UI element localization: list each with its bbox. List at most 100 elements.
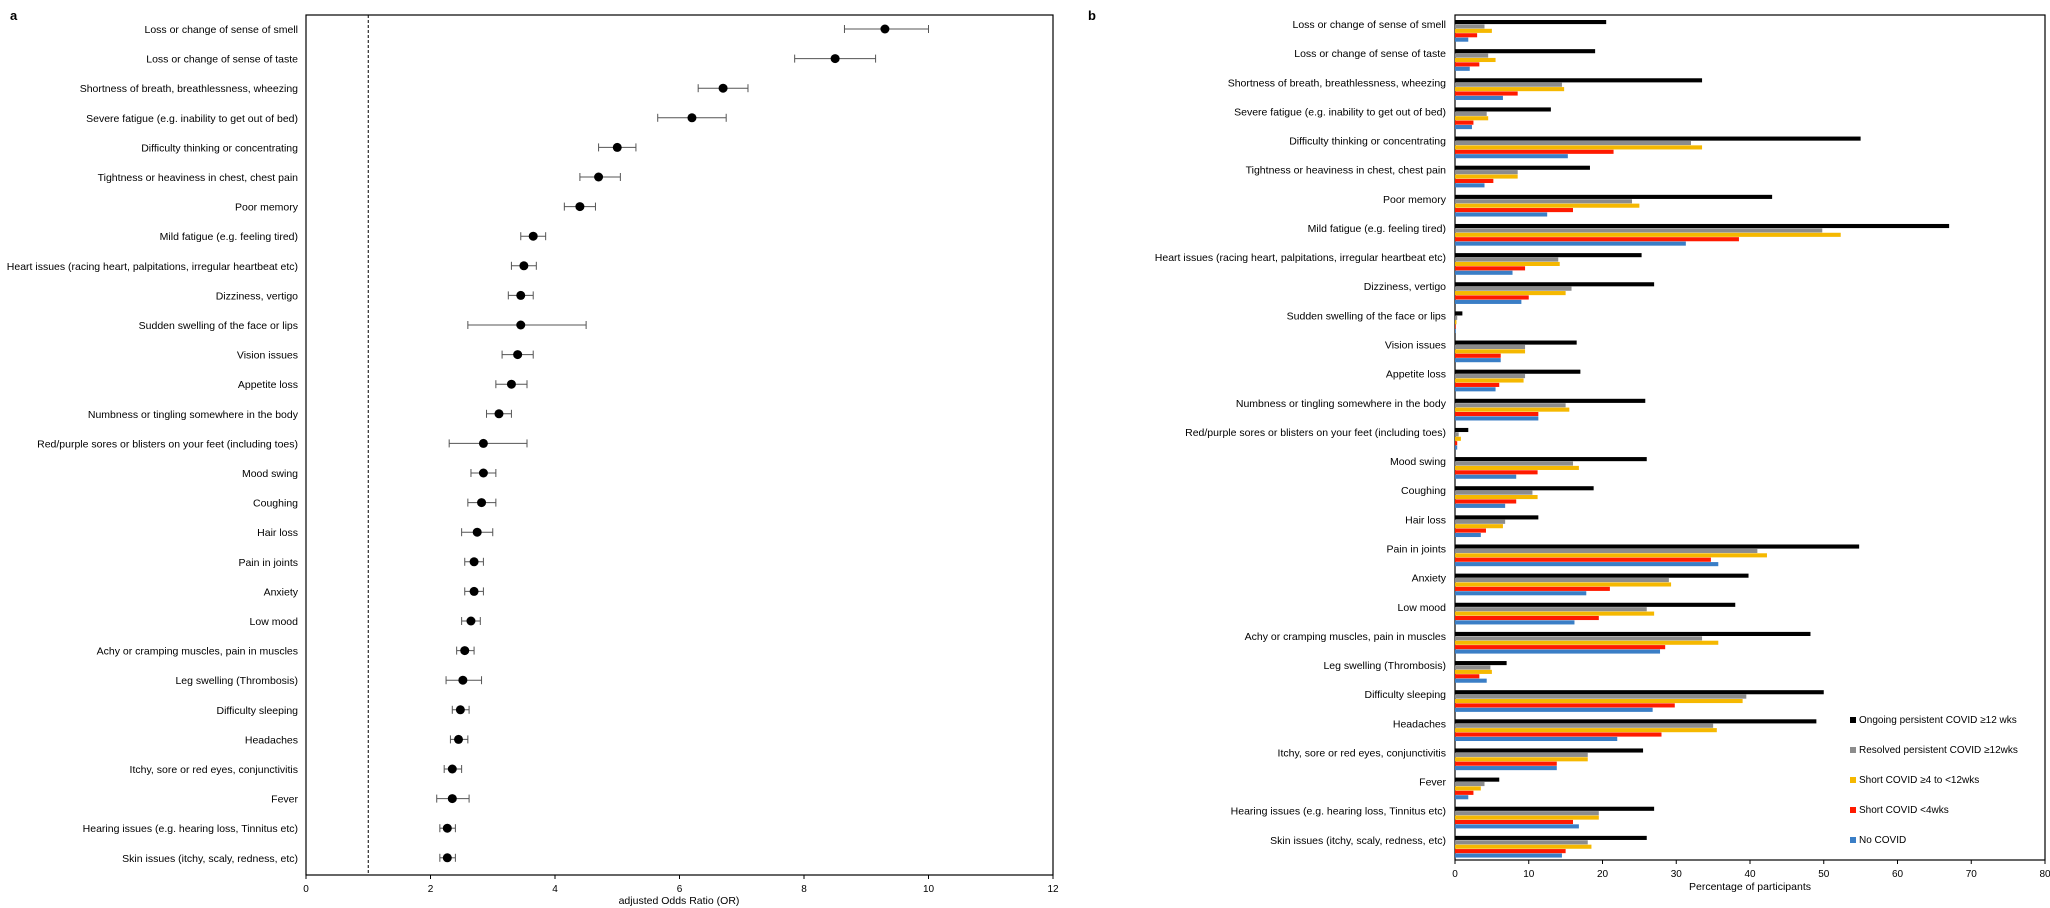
bar-short4 — [1455, 149, 1614, 154]
bar-ongoing — [1455, 369, 1581, 374]
bar-chart-panel: Loss or change of sense of smell Loss or … — [1155, 14, 2050, 893]
odds-ratio-point — [506, 379, 516, 389]
bar-row-label: Difficulty thinking or concentrating — [1289, 136, 1446, 148]
legend-swatch-ongoing — [1850, 717, 1856, 723]
forest-row-label: Hearing issues (e.g. hearing loss, Tinni… — [83, 823, 298, 835]
forest-row-label: Loss or change of sense of smell — [144, 24, 298, 36]
bar-short4to12 — [1455, 640, 1719, 645]
bar-resolved — [1455, 403, 1566, 408]
bar-row-label: Achy or cramping muscles, pain in muscle… — [1245, 631, 1446, 643]
panel-b-tag: b — [1088, 8, 1096, 23]
bar-row-label: Poor memory — [1383, 194, 1447, 206]
bar-short4to12 — [1455, 757, 1588, 762]
bar-short4to12 — [1455, 436, 1461, 441]
bar-resolved — [1455, 111, 1487, 116]
forest-row-label: Coughing — [253, 498, 298, 510]
bar-resolved — [1455, 344, 1526, 350]
x-tick-label: 0 — [1452, 869, 1458, 880]
bar-resolved — [1455, 374, 1526, 379]
bar-short4 — [1455, 849, 1566, 854]
bar-short4 — [1455, 761, 1557, 766]
x-tick-label: 70 — [1966, 869, 1978, 880]
bar-row-label: Severe fatigue (e.g. inability to get ou… — [1234, 106, 1446, 118]
bar-resolved — [1455, 752, 1588, 757]
bar-ongoing — [1455, 573, 1749, 578]
forest-row-label: Itchy, sore or red eyes, conjunctivitis — [130, 764, 298, 776]
panel-a-tag: a — [10, 8, 18, 23]
legend: Ongoing persistent COVID ≥12 wks Resolved… — [1850, 715, 2018, 846]
bar-short4to12 — [1455, 87, 1565, 92]
forest-row-label: Red/purple sores or blisters on your fee… — [37, 438, 298, 450]
odds-ratio-point — [447, 794, 457, 804]
bar-ongoing — [1455, 806, 1655, 811]
bar-row-label: Difficulty sleeping — [1364, 689, 1446, 701]
forest-row-label: Vision issues — [237, 350, 298, 362]
bar-short4to12 — [1455, 349, 1526, 354]
bar-row-label: Hair loss — [1405, 514, 1446, 526]
odds-ratio-point — [519, 261, 529, 271]
bar-ongoing — [1455, 165, 1590, 170]
bar-resolved — [1455, 82, 1562, 87]
bar-nocovid — [1455, 154, 1568, 159]
bar-nocovid — [1455, 766, 1557, 771]
bar-resolved — [1455, 228, 1823, 233]
bar-nocovid — [1455, 37, 1469, 42]
forest-row-label: Hair loss — [257, 527, 298, 539]
bar-nocovid — [1455, 445, 1458, 450]
bar-nocovid — [1455, 358, 1501, 363]
bar-nocovid — [1455, 591, 1587, 596]
bar-ongoing — [1455, 631, 1811, 636]
forest-row-label: Leg swelling (Thrombosis) — [175, 675, 298, 687]
legend-label-short4: Short COVID <4wks — [1859, 805, 1949, 816]
forest-row-label: Appetite loss — [238, 379, 298, 391]
forest-row-label: Dizziness, vertigo — [216, 290, 298, 302]
bar-short4 — [1455, 441, 1458, 446]
bar-nocovid — [1455, 824, 1579, 829]
bar-ongoing — [1455, 486, 1594, 491]
bar-short4 — [1455, 586, 1610, 591]
bar-resolved — [1455, 607, 1647, 612]
forest-row-label: Loss or change of sense of taste — [146, 54, 298, 66]
odds-ratio-point — [830, 54, 840, 64]
forest-row-label: Poor memory — [235, 202, 299, 214]
odds-ratio-point — [513, 350, 523, 360]
bar-short4to12 — [1455, 611, 1655, 616]
bar-resolved — [1455, 461, 1573, 466]
x-tick-label: 12 — [1047, 884, 1059, 895]
bar-row-label: Headaches — [1393, 718, 1446, 730]
bar-ongoing — [1455, 194, 1773, 199]
legend-swatch-resolved — [1850, 747, 1856, 753]
bar-nocovid — [1455, 532, 1481, 538]
bar-short4to12 — [1455, 378, 1524, 383]
bar-chart-x-label: Percentage of participants — [1689, 881, 1811, 893]
odds-ratio-point — [575, 202, 585, 212]
odds-ratio-point — [494, 409, 504, 419]
odds-ratio-point — [469, 586, 479, 596]
odds-ratio-point — [442, 823, 452, 833]
bar-nocovid — [1455, 678, 1487, 683]
bar-row-label: Itchy, sore or red eyes, conjunctivitis — [1278, 747, 1446, 759]
x-tick-label: 10 — [923, 884, 935, 895]
bar-short4 — [1455, 208, 1573, 213]
bar-nocovid — [1455, 183, 1485, 188]
bar-short4to12 — [1455, 669, 1492, 674]
forest-plot-x-label: adjusted Odds Ratio (OR) — [619, 895, 740, 907]
bar-ongoing — [1455, 107, 1551, 112]
forest-row-label: Severe fatigue (e.g. inability to get ou… — [86, 113, 298, 125]
bar-short4to12 — [1455, 28, 1492, 33]
bar-row-label: Leg swelling (Thrombosis) — [1323, 660, 1446, 672]
bar-ongoing — [1455, 282, 1655, 287]
bar-short4 — [1455, 470, 1538, 475]
bar-short4to12 — [1455, 174, 1518, 179]
bar-short4to12 — [1455, 786, 1481, 791]
bar-row-label: Mild fatigue (e.g. feeling tired) — [1308, 223, 1446, 235]
bar-short4to12 — [1455, 844, 1592, 849]
legend-label-nocovid: No COVID — [1859, 835, 1906, 846]
bar-ongoing — [1455, 690, 1824, 695]
bar-short4 — [1455, 732, 1662, 737]
forest-row-label: Headaches — [245, 734, 298, 746]
bar-row-label: Shortness of breath, breathlessness, whe… — [1228, 77, 1446, 89]
bar-short4to12 — [1455, 57, 1496, 63]
forest-row-label: Difficulty sleeping — [216, 705, 298, 717]
bar-short4to12 — [1455, 203, 1640, 208]
